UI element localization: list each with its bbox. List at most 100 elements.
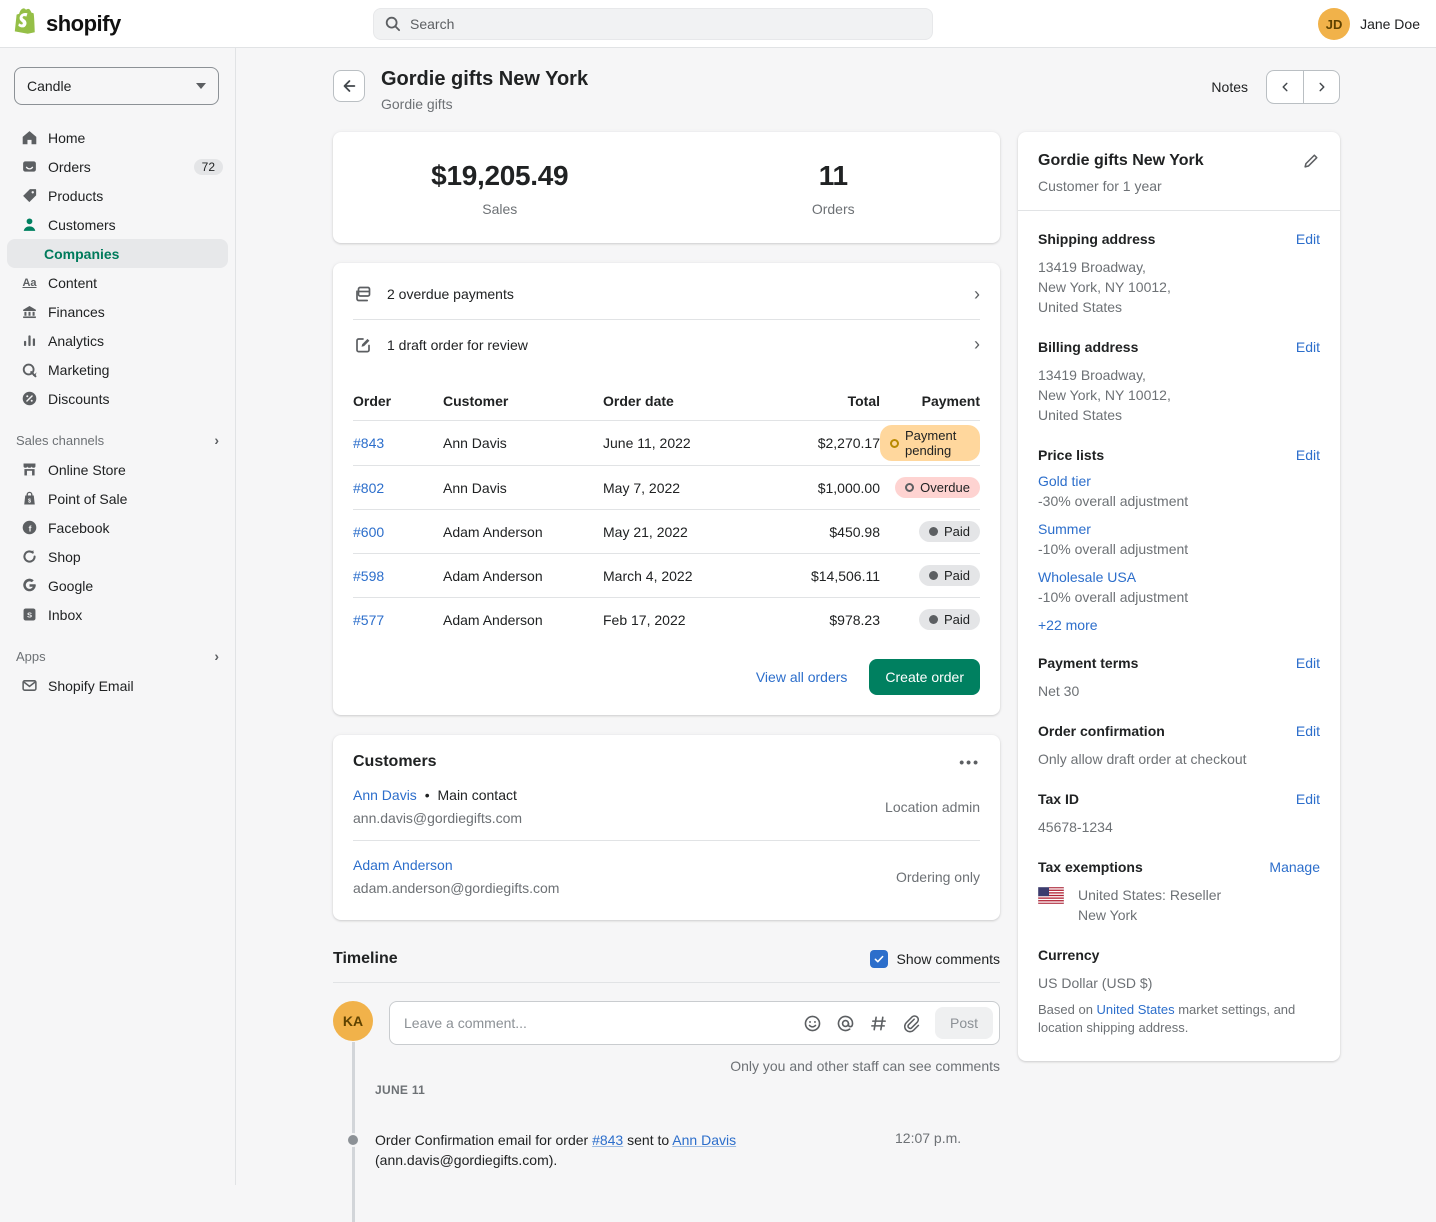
emoji-icon[interactable] bbox=[803, 1014, 822, 1033]
more-price-lists-link[interactable]: +22 more bbox=[1038, 617, 1098, 633]
comment-input[interactable] bbox=[404, 1015, 789, 1031]
apps-header[interactable]: Apps › bbox=[0, 647, 235, 665]
next-button[interactable] bbox=[1303, 71, 1339, 103]
sidebar-item-label: Customers bbox=[48, 217, 223, 233]
shop-icon bbox=[20, 547, 39, 566]
post-button[interactable]: Post bbox=[935, 1007, 993, 1039]
sidebar-item-google[interactable]: Google bbox=[0, 571, 235, 600]
contact-name-link[interactable]: Ann Davis bbox=[672, 1132, 736, 1148]
payments-icon bbox=[353, 284, 373, 304]
previous-button[interactable] bbox=[1267, 71, 1303, 103]
sidebar-item-point-of-sale[interactable]: $ Point of Sale bbox=[0, 484, 235, 513]
list-item: Gold tier -30% overall adjustment bbox=[1038, 473, 1320, 509]
status-label: Payment pending bbox=[905, 428, 970, 458]
sidebar-item-analytics[interactable]: Analytics bbox=[0, 326, 235, 355]
sidebar-item-orders[interactable]: Orders 72 bbox=[0, 152, 235, 181]
checkbox-checked-icon[interactable] bbox=[870, 950, 888, 968]
storefront-icon bbox=[20, 460, 39, 479]
sidebar-item-marketing[interactable]: Marketing bbox=[0, 355, 235, 384]
order-link[interactable]: #577 bbox=[353, 612, 443, 628]
sidebar-item-facebook[interactable]: f Facebook bbox=[0, 513, 235, 542]
sidebar-item-shopify-email[interactable]: Shopify Email bbox=[0, 671, 235, 700]
payment-terms-section: Payment terms Edit Net 30 bbox=[1038, 655, 1320, 701]
global-search[interactable] bbox=[373, 8, 933, 40]
edit-price-lists-link[interactable]: Edit bbox=[1296, 447, 1320, 463]
sidebar-item-home[interactable]: Home bbox=[0, 123, 235, 152]
timeline-date-label: JUNE 11 bbox=[375, 1083, 1000, 1097]
sidebar-item-online-store[interactable]: Online Store bbox=[0, 455, 235, 484]
sales-value: $19,205.49 bbox=[333, 160, 667, 192]
sidebar: Candle Home Orders 72 Products Customers… bbox=[0, 48, 236, 1185]
arrow-left-icon bbox=[340, 77, 358, 95]
show-comments-toggle[interactable]: Show comments bbox=[870, 950, 1000, 968]
google-icon bbox=[20, 576, 39, 595]
title-block: Gordie gifts New York Gordie gifts bbox=[381, 66, 1211, 112]
contact-name-link[interactable]: Adam Anderson bbox=[353, 857, 453, 873]
contact-name-link[interactable]: Ann Davis bbox=[353, 787, 417, 803]
attachment-icon[interactable] bbox=[902, 1014, 921, 1033]
status-label: Paid bbox=[944, 612, 970, 627]
manage-tax-exemptions-link[interactable]: Manage bbox=[1269, 859, 1320, 875]
mention-icon[interactable] bbox=[836, 1014, 855, 1033]
order-link[interactable]: #843 bbox=[353, 435, 443, 451]
search-input[interactable] bbox=[410, 16, 922, 32]
hashtag-icon[interactable] bbox=[869, 1014, 888, 1033]
sidebar-item-shop[interactable]: Shop bbox=[0, 542, 235, 571]
edit-payment-terms-link[interactable]: Edit bbox=[1296, 655, 1320, 671]
status-badge: Overdue bbox=[895, 477, 980, 498]
sidebar-item-inbox[interactable]: S Inbox bbox=[0, 600, 235, 629]
target-icon bbox=[20, 360, 39, 379]
sidebar-item-label: Google bbox=[48, 578, 223, 594]
shopify-logo[interactable]: shopify bbox=[0, 8, 236, 39]
overdue-payments-alert[interactable]: 2 overdue payments › bbox=[353, 269, 980, 319]
tax-id-section: Tax ID Edit 45678-1234 bbox=[1038, 791, 1320, 837]
comment-input-box[interactable]: Post bbox=[389, 1001, 1000, 1045]
edit-billing-link[interactable]: Edit bbox=[1296, 339, 1320, 355]
sales-channels-header[interactable]: Sales channels › bbox=[0, 431, 235, 449]
draft-order-alert[interactable]: 1 draft order for review › bbox=[353, 319, 980, 369]
more-actions-icon[interactable]: ••• bbox=[959, 754, 980, 770]
notes-button[interactable]: Notes bbox=[1211, 79, 1248, 95]
sidebar-item-content[interactable]: Aa Content bbox=[0, 268, 235, 297]
view-all-orders-link[interactable]: View all orders bbox=[756, 669, 848, 685]
sidebar-item-companies[interactable]: Companies bbox=[7, 239, 228, 268]
edit-order-confirmation-link[interactable]: Edit bbox=[1296, 723, 1320, 739]
back-button[interactable] bbox=[333, 70, 365, 102]
list-item: Summer -10% overall adjustment bbox=[1038, 521, 1320, 557]
sidebar-item-finances[interactable]: Finances bbox=[0, 297, 235, 326]
currency-value: US Dollar (USD $) bbox=[1038, 973, 1320, 993]
address-line: United States bbox=[1038, 405, 1320, 425]
united-states-market-link[interactable]: United States bbox=[1097, 1002, 1175, 1017]
chevron-down-icon bbox=[196, 83, 206, 89]
orders-count-badge: 72 bbox=[194, 159, 223, 175]
price-list-detail: -10% overall adjustment bbox=[1038, 541, 1320, 557]
store-selector[interactable]: Candle bbox=[14, 67, 219, 105]
inbox-icon: S bbox=[20, 605, 39, 624]
sidebar-item-label: Home bbox=[48, 130, 223, 146]
order-link[interactable]: #600 bbox=[353, 524, 443, 540]
facebook-icon: f bbox=[20, 518, 39, 537]
order-link[interactable]: #802 bbox=[353, 480, 443, 496]
show-comments-label: Show comments bbox=[897, 951, 1000, 967]
edit-tax-id-link[interactable]: Edit bbox=[1296, 791, 1320, 807]
chevron-right-icon: › bbox=[214, 648, 219, 664]
sidebar-item-customers[interactable]: Customers bbox=[0, 210, 235, 239]
pencil-icon[interactable] bbox=[1302, 152, 1320, 173]
sidebar-item-products[interactable]: Products bbox=[0, 181, 235, 210]
sidebar-item-label: Orders bbox=[48, 159, 185, 175]
order-link[interactable]: #598 bbox=[353, 568, 443, 584]
price-list-link[interactable]: Gold tier bbox=[1038, 473, 1091, 489]
divider bbox=[333, 982, 1000, 983]
edit-shipping-link[interactable]: Edit bbox=[1296, 231, 1320, 247]
total-cell: $978.23 bbox=[778, 612, 880, 628]
date-cell: June 11, 2022 bbox=[603, 435, 778, 451]
order-link[interactable]: #843 bbox=[592, 1132, 623, 1148]
price-list-link[interactable]: Wholesale USA bbox=[1038, 569, 1136, 585]
user-menu[interactable]: JD Jane Doe bbox=[1318, 8, 1420, 40]
customers-card: Customers ••• Ann Davis • Main contact a… bbox=[333, 735, 1000, 920]
create-order-button[interactable]: Create order bbox=[869, 659, 980, 695]
event-text: (ann.davis@gordiegifts.com). bbox=[375, 1152, 557, 1168]
price-list-link[interactable]: Summer bbox=[1038, 521, 1091, 537]
orders-label: Orders bbox=[667, 201, 1001, 217]
sidebar-item-discounts[interactable]: Discounts bbox=[0, 384, 235, 413]
